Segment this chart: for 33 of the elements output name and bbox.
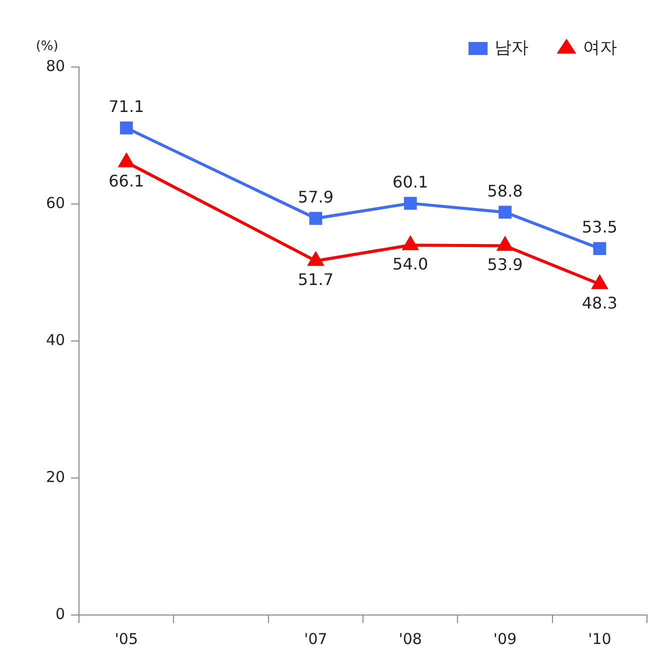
point [404,196,417,210]
data-label: 60.1 [392,172,428,192]
data-label: 53.5 [582,218,618,237]
point [308,252,324,266]
x-tick-label: '05 [114,630,138,648]
point [498,206,512,219]
x-tick-label: '08 [398,630,422,648]
y-tick-label: 20 [46,468,66,486]
y-tick-label: 80 [46,56,66,75]
point [592,276,608,290]
point [497,237,513,251]
point [593,242,606,255]
x-tick-label: '07 [304,630,328,648]
data-label: 71.1 [108,97,144,116]
y-tick-label: 40 [46,330,66,349]
y-axis-title: (%) [36,38,58,54]
legend-label: 남자 [494,38,528,58]
point [402,236,418,250]
point [120,122,133,134]
data-label: 51.7 [298,270,334,290]
data-label: 48.3 [582,293,618,312]
data-label: 53.9 [487,254,523,274]
data-label: 57.9 [298,188,334,207]
data-label: 54.0 [392,254,428,274]
point [118,154,134,168]
point [309,212,322,225]
x-tick-label: '10 [588,630,612,648]
y-tick-label: 60 [46,194,66,212]
legend-label: 여자 [583,38,617,58]
y-tick-label: 0 [56,604,66,623]
data-label: 58.8 [487,181,523,200]
x-tick-label: '09 [493,630,517,648]
data-label: 66.1 [108,171,144,190]
